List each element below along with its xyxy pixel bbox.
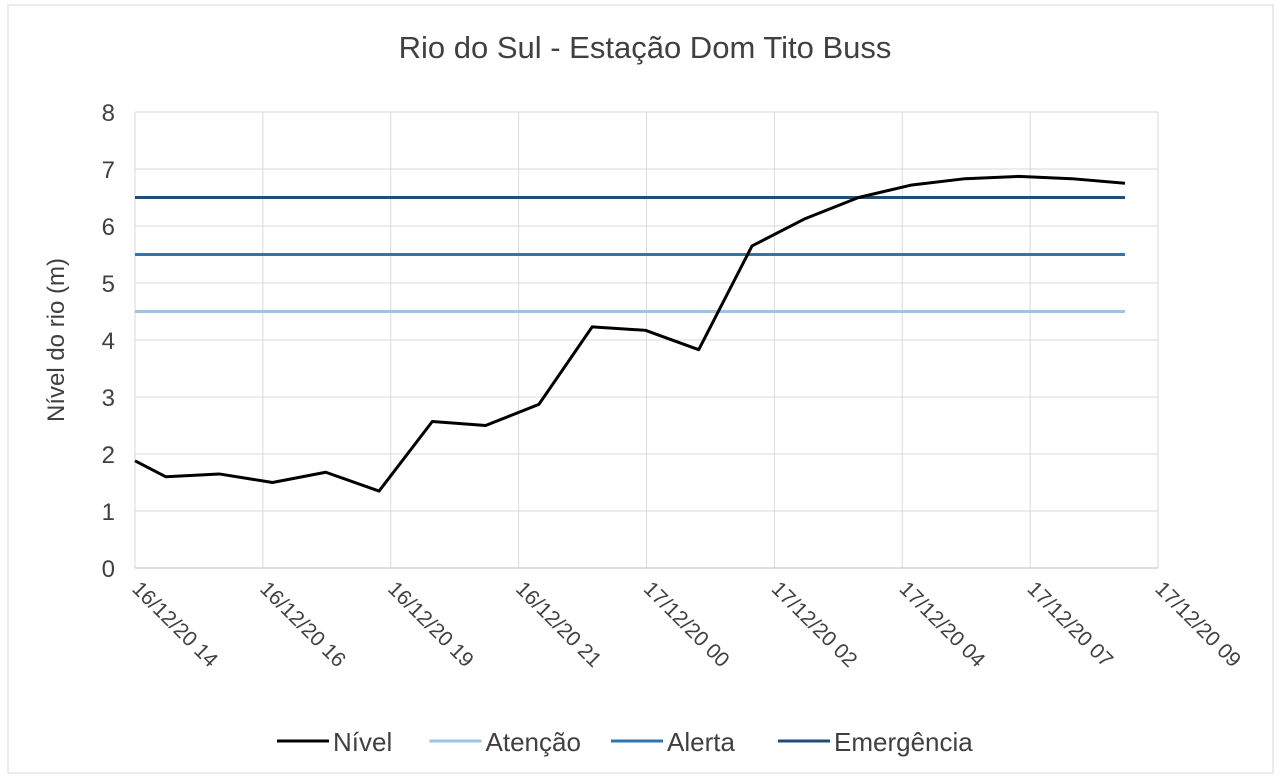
chart-title: Rio do Sul - Estação Dom Tito Buss — [399, 30, 892, 65]
series-line — [134, 174, 1126, 493]
legend-label: Nível — [333, 727, 392, 757]
y-tick-label: 5 — [102, 271, 115, 298]
chart-border — [7, 4, 1274, 774]
y-tick-label: 7 — [102, 157, 115, 184]
y-tick-label: 4 — [102, 328, 115, 355]
y-tick-label: 2 — [102, 442, 115, 469]
y-tick-label: 0 — [102, 556, 115, 583]
y-tick-label: 1 — [102, 499, 115, 526]
y-axis-label: Nível do rio (m) — [43, 258, 70, 422]
y-tick-label: 8 — [102, 100, 115, 127]
legend-label: Alerta — [667, 727, 735, 757]
y-tick-label: 3 — [102, 385, 115, 412]
y-tick-label: 6 — [102, 214, 115, 241]
legend-label: Atenção — [486, 727, 581, 757]
legend-label: Emergência — [834, 727, 973, 757]
